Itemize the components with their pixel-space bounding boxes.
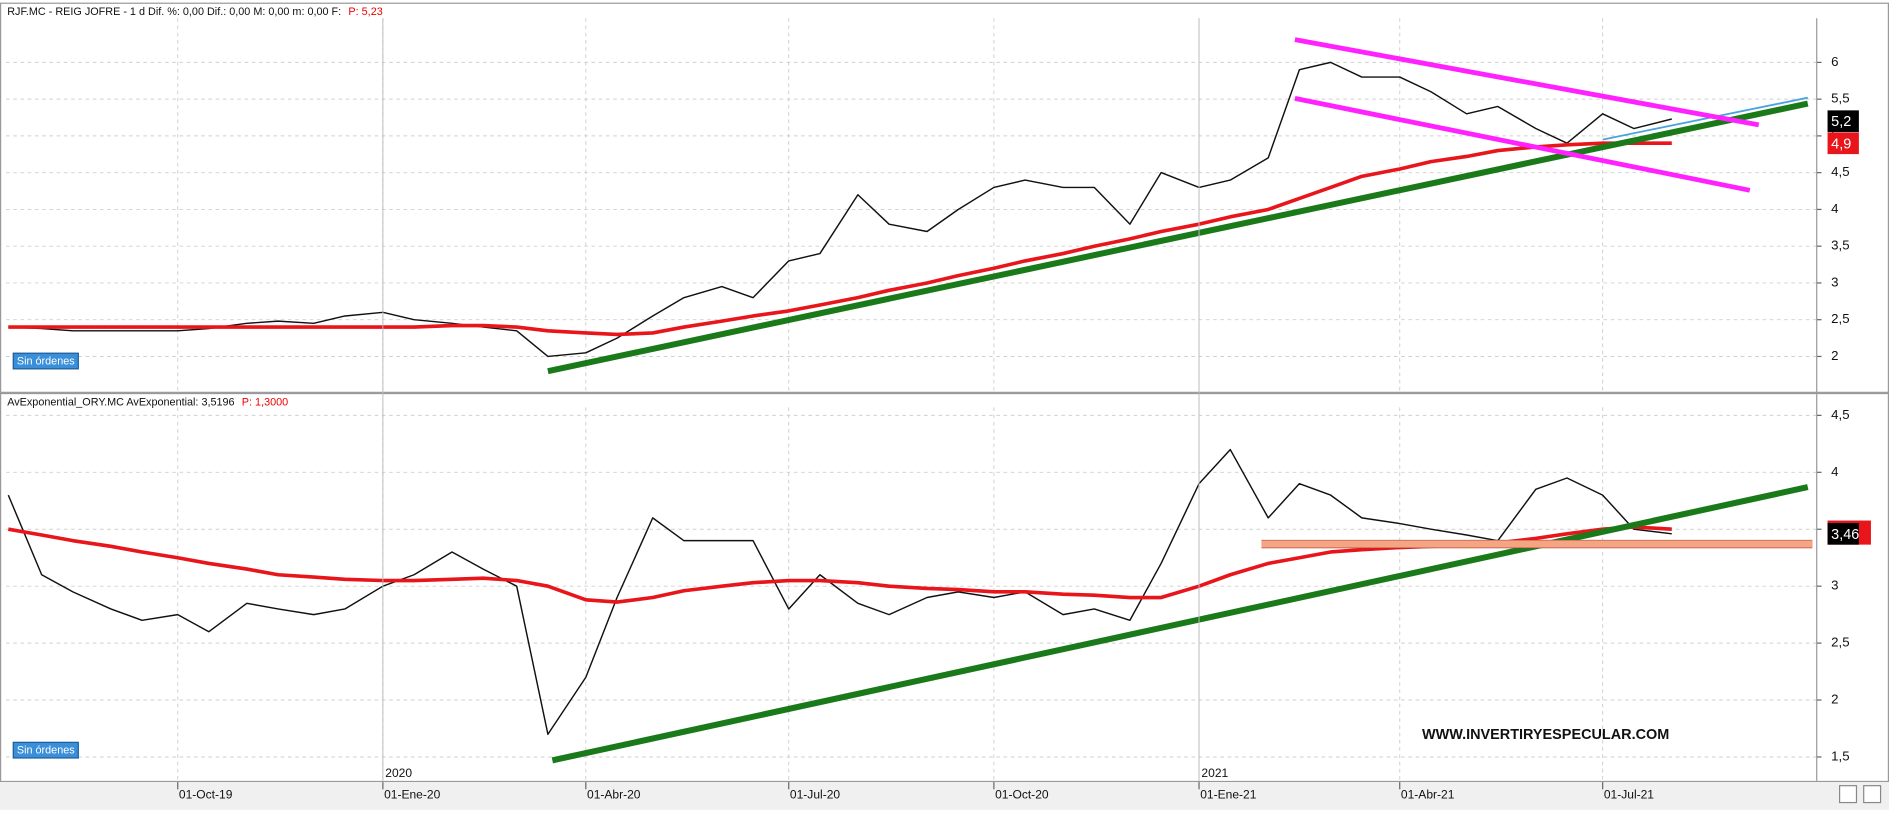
x-tick-label: 01-Ene-20	[384, 788, 440, 802]
trend-line	[1294, 96, 1751, 193]
panel-title: AvExponential_ORY.MC AvExponential: 3,51…	[7, 396, 234, 408]
trend-line	[551, 484, 1809, 764]
price-tag	[1827, 110, 1859, 133]
y-tick-label: 1,5	[1831, 748, 1849, 763]
x-tick-label: 01-Oct-20	[995, 788, 1049, 802]
watermark: WWW.INVERTIRYESPECULAR.COM	[1422, 727, 1669, 743]
line-series	[8, 141, 1672, 337]
x-tick-label: 01-Abr-20	[587, 788, 641, 802]
y-tick-label: 5,5	[1831, 91, 1849, 106]
orders-label: Sin órdenes	[17, 355, 75, 367]
orders-label: Sin órdenes	[17, 745, 75, 757]
y-tick-label: 4,5	[1831, 164, 1849, 179]
orders-button[interactable]	[12, 741, 79, 759]
date-axis-strip	[0, 782, 1889, 810]
line-series	[7, 448, 1672, 735]
price-tag-label: 3,46	[1831, 527, 1859, 543]
x-tick-label: 01-Abr-21	[1401, 788, 1455, 802]
y-tick-label: 2,5	[1831, 635, 1849, 650]
y-tick-label: 3,5	[1831, 238, 1849, 253]
y-tick-label: 4	[1831, 201, 1838, 216]
y-tick-label: 4,5	[1831, 407, 1849, 422]
x-tick-label: 01-Jul-21	[1604, 788, 1654, 802]
scroll-button[interactable]	[1839, 785, 1858, 804]
x-tick-label: 01-Jul-20	[790, 788, 840, 802]
panel-title: RJF.MC - REIG JOFRE - 1 d Dif. %: 0,00 D…	[7, 6, 341, 18]
year-label: 2021	[1201, 766, 1228, 780]
y-tick-label: 4	[1831, 464, 1838, 479]
y-tick-label: 3	[1831, 274, 1838, 289]
orders-button[interactable]	[12, 352, 79, 370]
y-tick-label: 3	[1831, 578, 1838, 593]
price-tag-label: 4,9	[1831, 136, 1851, 152]
trend-line	[547, 100, 1809, 375]
line-series	[8, 61, 1672, 358]
year-label: 2020	[385, 766, 412, 780]
price-label: P: 1,3000	[242, 396, 288, 408]
scroll-button[interactable]	[1863, 785, 1882, 804]
price-label: P: 5,23	[348, 6, 382, 18]
price-tag	[1827, 522, 1859, 545]
panel-frame	[0, 2, 1889, 393]
panel-frame	[0, 392, 1889, 783]
price-tag	[1827, 132, 1859, 155]
trend-line	[1294, 37, 1760, 128]
y-tick-label: 2	[1831, 348, 1838, 363]
y-tick-label: 6	[1831, 54, 1838, 69]
x-tick-label: 01-Ene-21	[1200, 788, 1256, 802]
y-tick-label: 2,5	[1831, 311, 1849, 326]
x-tick-label: 01-Oct-19	[179, 788, 233, 802]
price-tag-label: 5,2	[1831, 114, 1851, 130]
y-tick-label: 2	[1831, 692, 1838, 707]
trend-line	[1602, 96, 1808, 141]
